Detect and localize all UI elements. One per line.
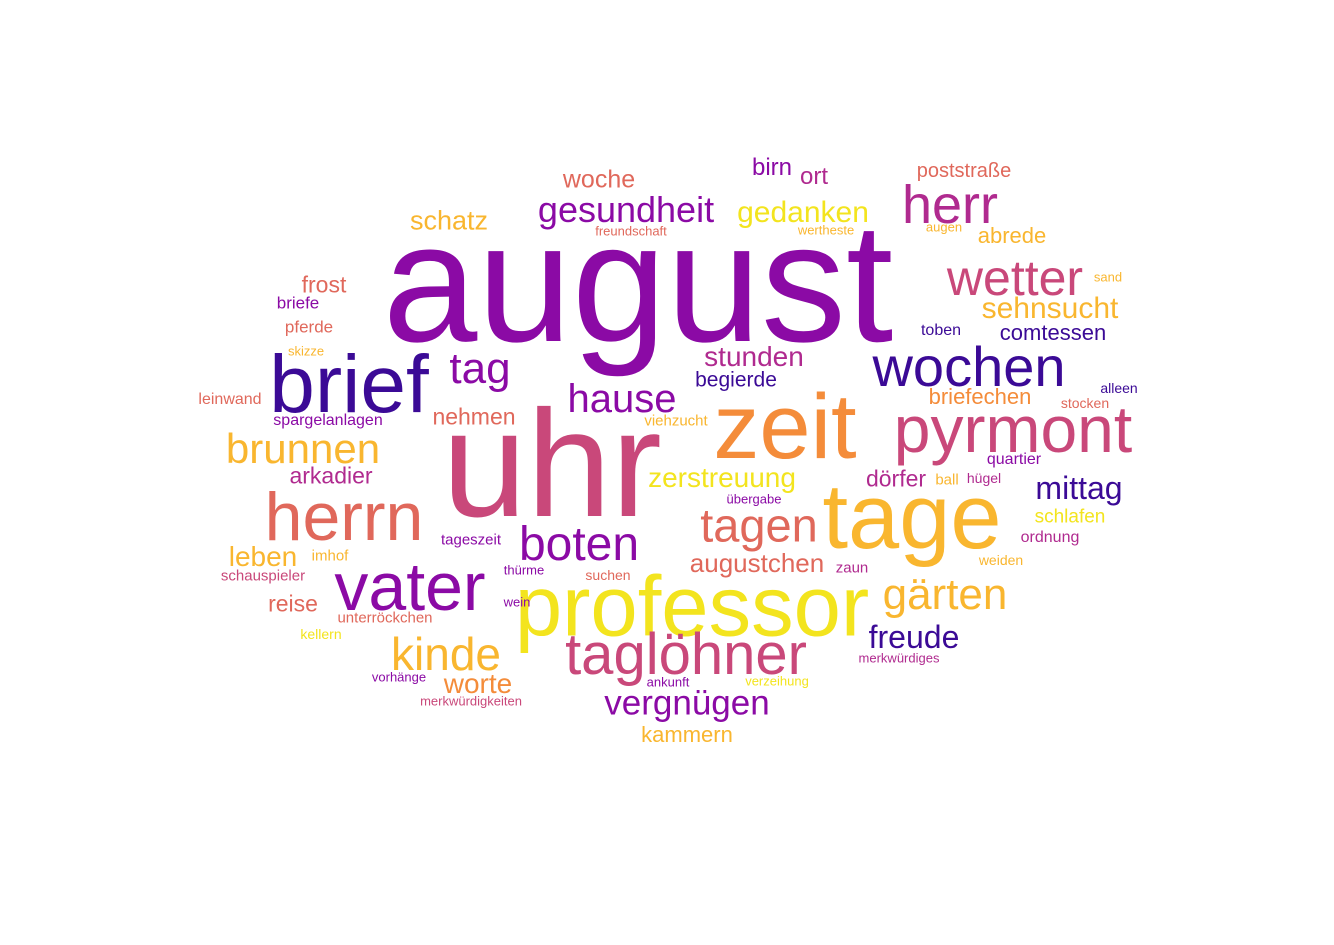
word-merkwurdiges: merkwürdiges [858, 650, 940, 666]
word-kammern: kammern [641, 722, 733, 747]
word-schlafen: schlafen [1034, 506, 1106, 528]
word-freude: freude [868, 619, 960, 655]
word-verzeihung: verzeihung [745, 673, 809, 689]
word-taglohner: taglöhner [565, 622, 807, 687]
word-woche: woche [562, 165, 636, 194]
word-boten: boten [518, 518, 640, 571]
word-tag: tag [449, 344, 511, 393]
word-herr: herr [901, 175, 999, 235]
word-uhr: uhr [442, 379, 662, 549]
word-worte: worte [443, 668, 513, 699]
word-hugel: hügel [966, 470, 1002, 486]
word-pferde: pferde [284, 317, 334, 337]
word-briefechen: briefechen [928, 384, 1032, 409]
word-poststrasse: poststraße [916, 160, 1012, 182]
word-frost: frost [301, 271, 347, 298]
word-ordnung: ordnung [1020, 529, 1080, 546]
word-schatz: schatz [409, 205, 489, 236]
word-quartier: quartier [986, 451, 1042, 468]
word-skizze: skizze [287, 343, 325, 359]
word-augustchen: augustchen [689, 548, 825, 578]
word-freundschaft: freundschaft [595, 223, 667, 239]
word-thurme: thürme [503, 562, 545, 578]
word-spargelanlagen: spargelanlagen [273, 412, 383, 429]
word-stocken: stocken [1060, 395, 1110, 411]
word-briefe: briefe [276, 293, 320, 313]
word-tagen: tagen [700, 498, 818, 552]
word-imhof: imhof [311, 547, 349, 565]
word-tageszeit: tageszeit [440, 531, 502, 549]
word-sand: sand [1093, 269, 1123, 285]
word-wetter: wetter [946, 250, 1084, 306]
word-hause: hause [567, 377, 677, 421]
word-begierde: begierde [695, 368, 777, 392]
word-merkwurdigkeiten: merkwürdigkeiten [420, 693, 522, 709]
word-pyrmont: pyrmont [893, 392, 1133, 466]
word-kellern: kellern [300, 626, 342, 642]
word-vater: vater [334, 549, 486, 625]
word-unterrockchen: unterröckchen [337, 609, 433, 627]
word-arkadier: arkadier [289, 462, 373, 489]
word-stunden: stunden [704, 341, 804, 372]
word-dorfer: dörfer [865, 465, 927, 492]
word-herrn: herrn [264, 479, 424, 555]
word-alleen: alleen [1100, 380, 1138, 396]
word-toben: toben [920, 322, 962, 339]
word-kinde: kinde [391, 628, 501, 680]
word-professor: professor [514, 559, 870, 655]
word-ubergabe: übergabe [726, 491, 782, 507]
word-wein: wein [503, 594, 531, 610]
word-gesundheit: gesundheit [537, 189, 715, 230]
word-august: august [382, 188, 894, 378]
word-ort: ort [799, 163, 829, 190]
word-garten: gärten [882, 570, 1008, 619]
word-zeit: zeit [713, 376, 857, 478]
word-wertheste: wertheste [797, 222, 855, 238]
word-schauspieler: schauspieler [220, 567, 306, 585]
word-zerstreuung: zerstreuung [648, 462, 796, 493]
word-brief: brief [269, 339, 429, 430]
word-comtessen: comtessen [999, 320, 1107, 345]
word-sehnsucht: sehnsucht [981, 292, 1119, 325]
word-brunnen: brunnen [225, 425, 381, 472]
word-mittag: mittag [1035, 470, 1123, 506]
word-tage: tage [822, 466, 1002, 568]
word-viehzucht: viehzucht [644, 412, 708, 430]
word-leben: leben [228, 541, 298, 572]
word-wochen: wochen [872, 335, 1066, 398]
word-zaun: zaun [835, 559, 869, 577]
word-vorhange: vorhänge [371, 669, 427, 685]
word-weiden: weiden [978, 552, 1024, 568]
word-leinwand: leinwand [198, 391, 262, 408]
word-abrede: abrede [977, 223, 1047, 248]
word-suchen: suchen [585, 567, 631, 583]
word-nehmen: nehmen [432, 403, 516, 430]
word-vergnugen: vergnügen [604, 683, 770, 723]
word-birn: birn [751, 154, 793, 181]
word-augen: augen [925, 219, 963, 235]
word-ankunft: ankunft [646, 674, 690, 690]
word-gedanken: gedanken [737, 196, 869, 229]
word-reise: reise [268, 590, 318, 617]
word-ball: ball [935, 471, 959, 489]
